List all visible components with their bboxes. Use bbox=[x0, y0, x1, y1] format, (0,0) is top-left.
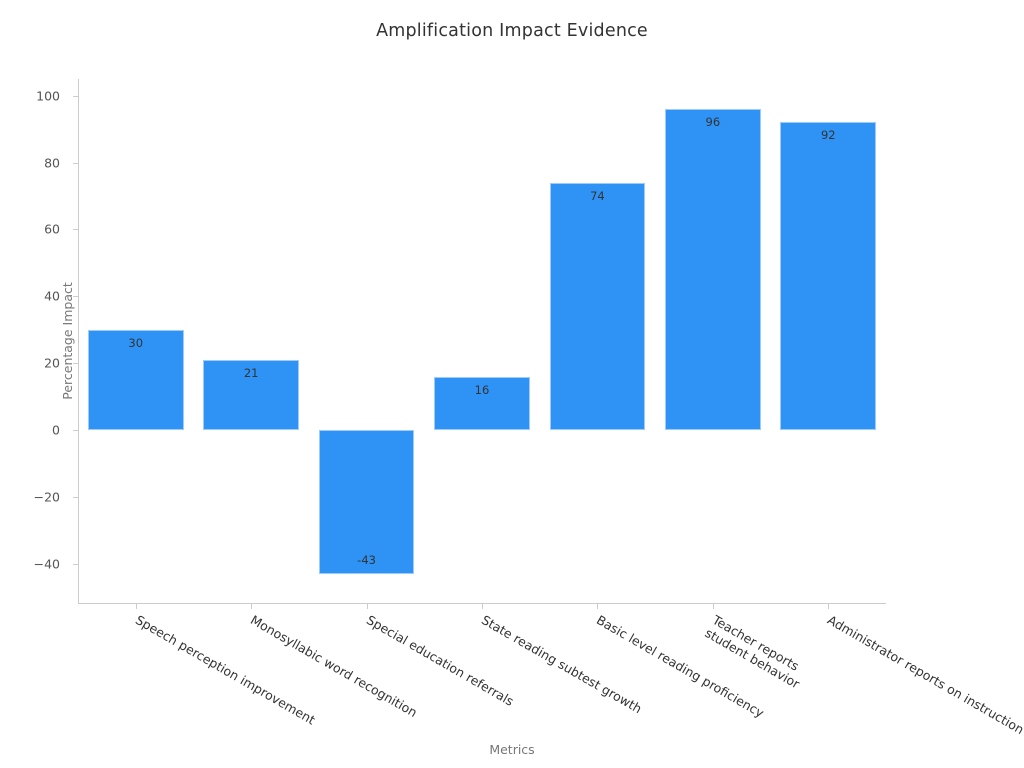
bar[interactable] bbox=[780, 122, 877, 431]
y-axis-line bbox=[78, 79, 79, 604]
plot-area: −40 −20 0 20 40 60 80 100 Percentage Impact 30 2… bbox=[34, 79, 1024, 737]
y-tick-mark bbox=[73, 95, 78, 97]
chart-title: Amplification Impact Evidence bbox=[376, 21, 648, 41]
y-tick-mark bbox=[73, 563, 78, 565]
x-tick-mark bbox=[366, 604, 368, 609]
bar[interactable] bbox=[87, 329, 184, 431]
y-tick-label: 100 bbox=[36, 88, 60, 104]
y-tick-label: −40 bbox=[33, 556, 60, 572]
y-tick-label: 60 bbox=[44, 221, 60, 237]
x-tick-mark bbox=[828, 604, 830, 609]
bar[interactable] bbox=[318, 430, 415, 574]
y-tick-mark bbox=[73, 363, 78, 365]
bar[interactable] bbox=[434, 376, 530, 431]
bar-value-label: 21 bbox=[243, 365, 259, 380]
bar-value-label: 74 bbox=[590, 188, 605, 203]
x-axis-title: Metrics bbox=[489, 742, 535, 757]
y-tick-label: −20 bbox=[33, 489, 60, 505]
y-tick-mark bbox=[73, 496, 78, 498]
y-tick-label: 40 bbox=[44, 288, 60, 304]
y-tick-marks bbox=[73, 79, 79, 604]
y-tick-mark bbox=[73, 296, 78, 298]
y-tick-mark bbox=[73, 430, 78, 432]
y-tick-mark bbox=[73, 229, 78, 231]
bar-value-label: 92 bbox=[820, 128, 836, 143]
y-axis-title: Percentage Impact bbox=[60, 282, 75, 400]
y-tick-mark bbox=[73, 162, 78, 164]
bar-value-label: 16 bbox=[474, 382, 490, 397]
x-tick-mark bbox=[597, 604, 599, 609]
bar[interactable] bbox=[664, 109, 761, 431]
x-tick-mark bbox=[251, 604, 253, 609]
y-tick-label: 80 bbox=[44, 155, 60, 171]
x-tick-mark bbox=[712, 604, 714, 609]
x-tick-label: Speech perception improvement bbox=[132, 612, 318, 728]
y-tick-label: 0 bbox=[52, 422, 60, 438]
bar[interactable] bbox=[203, 359, 300, 431]
x-tick-mark bbox=[135, 604, 137, 609]
bar-value-label: 30 bbox=[128, 335, 144, 350]
bar[interactable] bbox=[549, 182, 646, 431]
y-tick-label: 20 bbox=[44, 355, 60, 371]
x-tick-mark bbox=[482, 604, 483, 609]
bar-value-label: -43 bbox=[357, 552, 376, 567]
bar-value-label: 96 bbox=[705, 115, 721, 130]
x-axis-line bbox=[78, 603, 886, 604]
x-tick-label: Administrator reports on instruction bbox=[825, 612, 1024, 738]
